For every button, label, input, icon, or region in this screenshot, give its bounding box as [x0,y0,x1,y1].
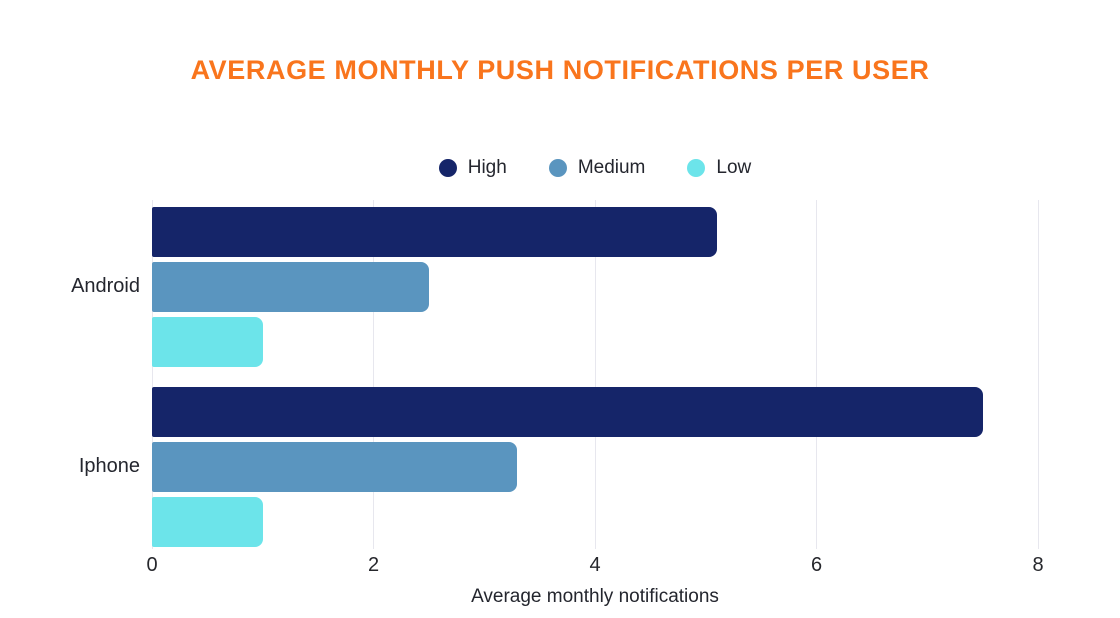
category-label-iphone: Iphone [78,454,140,477]
legend-item-low: Low [687,157,751,179]
gridline-x-2 [373,200,374,549]
legend-dot-medium [548,159,567,177]
gridline-x-4 [594,200,596,549]
legend-dot-low [687,159,706,177]
x-axis-label: Average monthly notifications [471,586,719,607]
x-tick-label-2: 2 [367,554,380,576]
chart-legend: High Medium Low [152,153,1038,183]
gridline-x-0 [151,200,153,549]
legend-label: High [467,157,507,178]
chart-title: AVERAGE MONTHLY PUSH NOTIFICATIONS PER U… [190,55,930,85]
bar-iphone-medium [152,441,518,492]
legend-label: Medium [577,157,646,178]
bar-iphone-high [152,387,983,437]
gridline-x-6 [816,200,817,549]
legend-dot-high [438,159,457,177]
category-label-android: Android [71,274,140,297]
x-tick-label-4: 4 [589,554,601,576]
x-tick-label-6: 6 [810,554,823,576]
bar-android-low [152,316,263,367]
gridline-x-8 [1037,200,1039,549]
legend-item-medium: Medium [548,157,646,179]
x-tick-label-0: 0 [146,554,158,576]
x-tick-label-8: 8 [1032,554,1044,576]
legend-label: Low [716,157,752,178]
legend-item-high: High [438,157,507,179]
bar-iphone-low [152,496,263,547]
bar-android-high [152,207,717,257]
bar-android-medium [152,261,429,312]
